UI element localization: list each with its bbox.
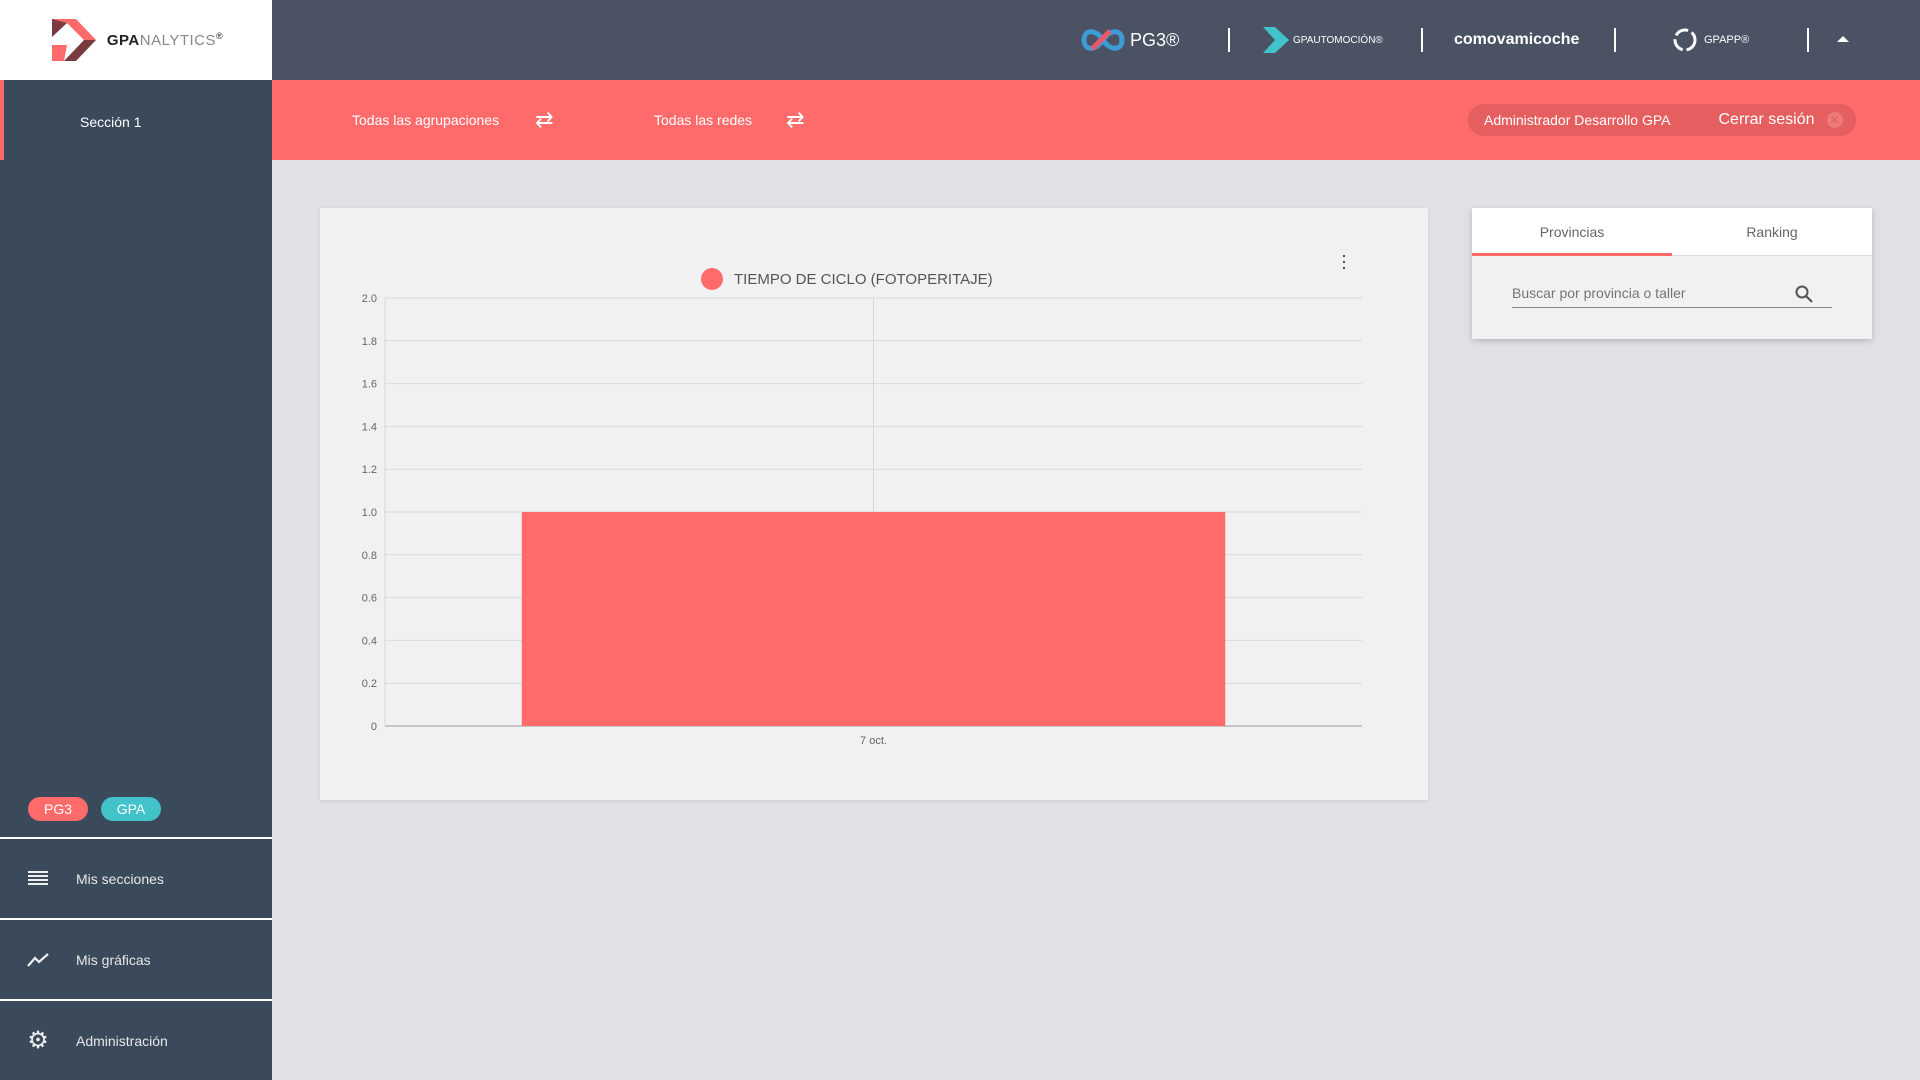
filter-redes[interactable]: Todas las redes ⇄ [654, 80, 805, 160]
legend-marker [701, 268, 723, 290]
y-tick-label: 2.0 [362, 293, 377, 305]
user-name: Administrador Desarrollo GPA [1484, 112, 1671, 128]
menu-label: Administración [76, 1032, 168, 1049]
filter-agrupaciones[interactable]: Todas las agrupaciones ⇄ [352, 80, 554, 160]
sidebar [0, 0, 272, 1080]
search-input[interactable] [1512, 278, 1832, 308]
y-tick-label: 0.6 [362, 593, 377, 605]
trending-icon [0, 952, 76, 968]
app-gpautomocion[interactable]: GPAUTOMOCIÓN® [1263, 24, 1383, 56]
y-tick-label: 1.6 [362, 379, 377, 391]
swap-icon[interactable]: ⇄ [786, 107, 805, 132]
separator [1807, 28, 1809, 52]
y-tick-label: 1.4 [362, 421, 377, 433]
separator [1228, 28, 1230, 52]
top-bar [272, 0, 1920, 80]
divider [0, 837, 272, 839]
gpautomocion-logo-icon [1263, 27, 1289, 53]
menu-label: Mis secciones [76, 870, 164, 887]
x-tick-label: 7 oct. [860, 735, 887, 747]
logo-text: GPANALYTICS® [106, 31, 224, 49]
filter-label: Todas las agrupaciones [352, 112, 500, 128]
sidebar-item-mis-secciones[interactable]: Mis secciones [0, 839, 272, 918]
y-tick-label: 0.2 [362, 678, 377, 690]
divider [0, 918, 272, 920]
tab-ranking[interactable]: Ranking [1672, 208, 1872, 256]
side-panel: Provincias Ranking [1472, 208, 1872, 339]
tab-provincias[interactable]: Provincias [1472, 208, 1672, 256]
separator [1421, 28, 1423, 52]
filter-label: Todas las redes [654, 112, 753, 128]
user-pill: Administrador Desarrollo GPA Cerrar sesi… [1468, 104, 1856, 136]
app-gpapp[interactable]: GPAPP® [1672, 24, 1749, 56]
y-tick-label: 0.8 [362, 550, 377, 562]
pg3-logo-icon [1081, 29, 1125, 51]
divider [0, 999, 272, 1001]
badge-pg3[interactable]: PG3 [28, 797, 88, 821]
chart-card: · · · 0 0.2 0.4 0.6 0.8 1.0 1.2 1.4 1.6 1.8 2.0 7 oct… [320, 208, 1428, 800]
menu-label: Mis gráficas [76, 951, 151, 968]
collapse-arrow-icon[interactable] [1837, 36, 1849, 42]
bar-chart: 0 0.2 0.4 0.6 0.8 1.0 1.2 1.4 1.6 1.8 2.0 7 oct. TIE… [362, 268, 1362, 747]
y-tick-label: 0 [371, 721, 377, 733]
y-tick-label: 1.8 [362, 336, 377, 348]
more-options-icon[interactable]: · · · [1341, 245, 1347, 277]
gear-icon: ⚙ [27, 1027, 49, 1054]
separator [1614, 28, 1616, 52]
sidebar-item-seccion-1[interactable]: Sección 1 [0, 80, 272, 160]
y-tick-label: 0.4 [362, 635, 377, 647]
logo-mark-icon [51, 19, 96, 61]
legend-label: TIEMPO DE CICLO (FOTOPERITAJE) [734, 271, 993, 288]
logout-button[interactable]: Cerrar sesión [1718, 111, 1815, 128]
list-icon [0, 870, 76, 887]
gpanalytics-logo[interactable]: GPANALYTICS® [0, 0, 272, 80]
app-pg3[interactable]: PG3® [1080, 24, 1179, 56]
bar [521, 512, 1226, 726]
search-icon[interactable] [1794, 284, 1814, 304]
sidebar-item-mis-graficas[interactable]: Mis gráficas [0, 920, 272, 999]
y-tick-label: 1.0 [362, 507, 377, 519]
close-icon[interactable]: ✕ [1826, 112, 1843, 128]
sidebar-item-administracion[interactable]: ⚙ Administración [0, 1001, 272, 1080]
y-tick-label: 1.2 [362, 464, 377, 476]
badge-gpa[interactable]: GPA [101, 797, 161, 821]
app-comovamicoche[interactable]: comovamicoche [1454, 31, 1580, 48]
swap-icon[interactable]: ⇄ [535, 107, 554, 132]
gpapp-logo-icon [1673, 28, 1697, 52]
